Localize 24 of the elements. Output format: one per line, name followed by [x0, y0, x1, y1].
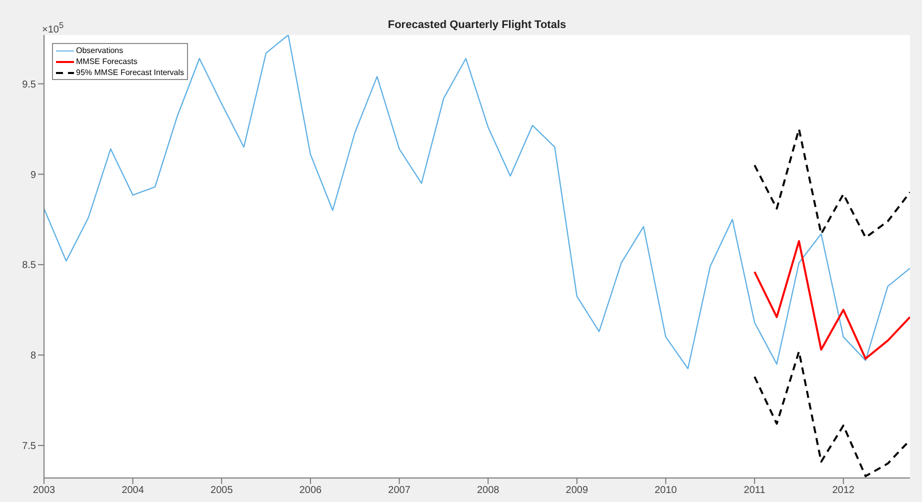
x-tick-label: 2009: [566, 485, 588, 496]
annotation: ×10$^{5}$: [42, 20, 64, 36]
y-tick-label: 8.5: [22, 260, 36, 272]
line-series: [754, 128, 910, 239]
line-series: [754, 350, 910, 478]
x-tick-label: 2008: [476, 485, 500, 496]
x-tick-label: 2003: [32, 485, 56, 496]
line-series: [44, 35, 910, 370]
y-tick-label: 7.5: [22, 441, 36, 452]
y-tick-label: 9: [30, 170, 36, 181]
x-tick-label: 2004: [122, 485, 144, 496]
legend-label: 95% MMSE Forecast Intervals: [76, 67, 184, 78]
y-tick-label: 8: [30, 350, 36, 362]
x-tick-label: 2007: [388, 485, 411, 496]
x-tick-label: 2012: [832, 485, 855, 496]
legend-label: MMSE Forecasts: [76, 56, 138, 67]
chart-title: Forecasted Quarterly Flight Totals: [388, 19, 566, 31]
legend-label: Observations: [76, 45, 124, 56]
y-tick-label: 9.5: [22, 79, 36, 90]
x-tick-label: 2005: [210, 485, 234, 496]
x-tick-label: 2011: [744, 485, 766, 496]
x-tick-label: 2006: [299, 485, 322, 496]
line-series: [754, 240, 910, 360]
x-tick-label: 2010: [654, 485, 678, 496]
